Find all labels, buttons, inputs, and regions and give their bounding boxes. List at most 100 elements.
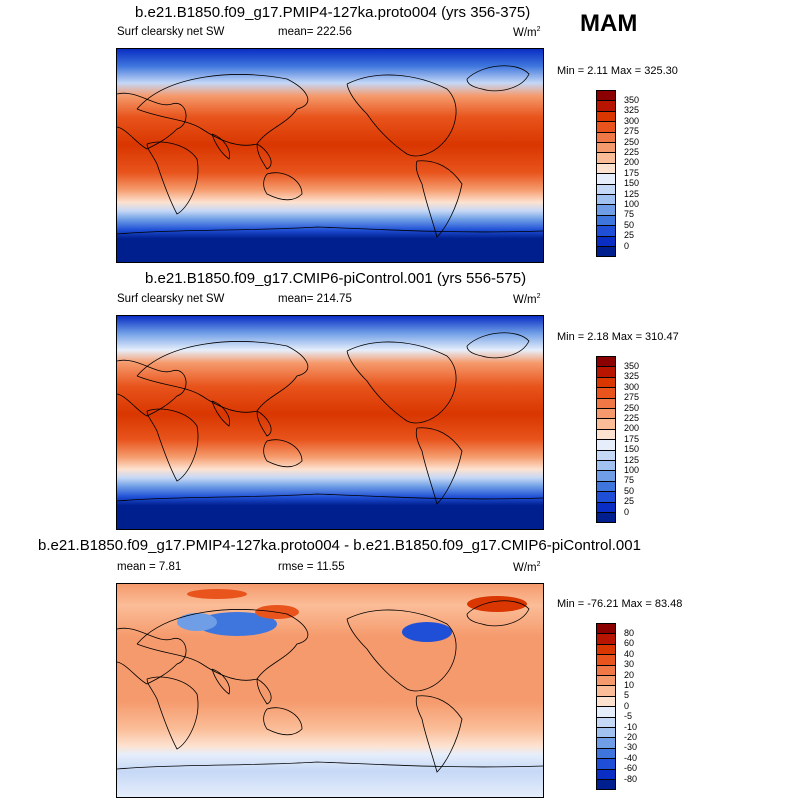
colorbar-tick-label: 350 (624, 94, 640, 105)
colorbar-swatch (596, 623, 616, 635)
colorbar-swatch (596, 501, 616, 513)
colorbar-swatch (596, 142, 616, 154)
colorbar-swatch (596, 460, 616, 472)
colorbar-tick-label: 350 (624, 360, 640, 371)
colorbar-tick-label: 0 (624, 700, 630, 711)
colorbar-swatch (596, 225, 616, 237)
colorbar-swatch (596, 643, 616, 656)
colorbar-swatch (596, 706, 616, 718)
colorbar-swatch (596, 100, 616, 112)
panel-2-coastlines (117, 332, 543, 505)
panel-3-rmse-label: rmse = 11.55 (278, 561, 345, 573)
colorbar-tick-label: -60 (624, 763, 638, 774)
panel-3-coastlines (117, 600, 543, 773)
colorbar-tick-label: 75 (624, 475, 635, 486)
colorbar-tick-label: 0 (624, 240, 630, 251)
colorbar-tick-label: -80 (624, 773, 638, 784)
colorbar-tick-label: 100 (624, 198, 640, 209)
colorbar-tick-label: 200 (624, 157, 640, 168)
colorbar-swatch (596, 654, 616, 666)
colorbar-tick-label: -30 (624, 742, 638, 753)
colorbar-swatch (596, 356, 616, 368)
panel-2-minmax: Min = 2.18 Max = 310.47 (557, 331, 679, 343)
panel-3-map (116, 583, 544, 798)
colorbar-tick-label: 250 (624, 402, 640, 413)
colorbar-tick-label: 150 (624, 178, 640, 189)
panel-1-minmax: Min = 2.11 Max = 325.30 (557, 65, 678, 77)
colorbar-tick-label: 325 (624, 105, 640, 116)
colorbar-tick-label: 25 (624, 496, 635, 507)
colorbar-tick-label: 5 (624, 690, 630, 701)
colorbar-swatch (596, 491, 616, 503)
panel-3-mean-label: mean = 7.81 (117, 561, 182, 573)
colorbar-tick-label: -20 (624, 731, 638, 742)
colorbar-tick-label: 175 (624, 433, 640, 444)
colorbar-tick-label: 125 (624, 188, 640, 199)
colorbar-tick-label: -5 (624, 711, 633, 722)
colorbar-tick-label: 60 (624, 638, 635, 649)
colorbar-swatch (596, 152, 616, 164)
panel-2-mean-label: mean= 214.75 (278, 293, 352, 305)
colorbar-tick-label: 275 (624, 392, 640, 403)
colorbar-tick-label: 125 (624, 454, 640, 465)
colorbar-swatch (596, 633, 616, 645)
panel-1-title: b.e21.B1850.f09_g17.PMIP4-127ka.proto004… (135, 4, 531, 21)
colorbar-swatch (596, 439, 616, 451)
panel-1-map-svg (117, 49, 543, 262)
colorbar-tick-label: 300 (624, 115, 640, 126)
colorbar-swatch (596, 121, 616, 133)
colorbar-swatch (596, 727, 616, 739)
colorbar-swatch (596, 162, 616, 175)
panel-3-units: W/m2 (513, 561, 541, 574)
colorbar-tick-label: 50 (624, 219, 635, 230)
colorbar-swatch (596, 204, 616, 216)
colorbar-swatch (596, 235, 616, 247)
colorbar-swatch (596, 418, 616, 430)
colorbar-tick-label: 275 (624, 126, 640, 137)
colorbar-swatch (596, 675, 616, 687)
colorbar-tick-label: 325 (624, 371, 640, 382)
colorbar-swatch (596, 480, 616, 493)
panel-2-units: W/m2 (513, 293, 541, 306)
colorbar-tick-label: 200 (624, 423, 640, 434)
colorbar-tick-label: 100 (624, 464, 640, 475)
colorbar-swatch (596, 664, 616, 676)
colorbar-tick-label: 40 (624, 648, 635, 659)
colorbar-swatch (596, 716, 616, 728)
colorbar-tick-label: 0 (624, 506, 630, 517)
panel-1-field-label: Surf clearsky net SW (117, 26, 225, 38)
season-label: MAM (580, 10, 638, 37)
panel-3-map-svg (117, 584, 543, 797)
colorbar-swatch (596, 737, 616, 749)
colorbar-swatch (596, 90, 616, 102)
colorbar-tick-label: 75 (624, 209, 635, 220)
colorbar-swatch (596, 183, 616, 195)
panel-1-map (116, 48, 544, 263)
panel-2-field-label: Surf clearsky net SW (117, 293, 225, 305)
colorbar-swatch (596, 768, 616, 780)
colorbar-tick-label: 225 (624, 412, 640, 423)
colorbar-swatch (596, 366, 616, 378)
colorbar-swatch (596, 449, 616, 461)
colorbar-swatch (596, 214, 616, 227)
colorbar-tick-label: 10 (624, 679, 635, 690)
colorbar-swatch (596, 246, 616, 258)
colorbar-swatch (596, 428, 616, 441)
panel-1-coastlines (117, 65, 543, 238)
panel-2-title: b.e21.B1850.f09_g17.CMIP6-piControl.001 … (145, 270, 527, 287)
colorbar-swatch (596, 470, 616, 482)
panel-3-title: b.e21.B1850.f09_g17.PMIP4-127ka.proto004… (38, 537, 641, 554)
colorbar-swatch (596, 747, 616, 760)
panel-2-map-svg (117, 316, 543, 529)
colorbar-swatch (596, 779, 616, 791)
panel-3-minmax: Min = -76.21 Max = 83.48 (557, 598, 683, 610)
colorbar-tick-label: 50 (624, 485, 635, 496)
colorbar-swatch (596, 685, 616, 697)
colorbar-swatch (596, 173, 616, 185)
colorbar-tick-label: -40 (624, 752, 638, 763)
colorbar-swatch (596, 387, 616, 399)
panel-2-map (116, 315, 544, 530)
colorbar-swatch (596, 397, 616, 409)
colorbar-swatch (596, 408, 616, 420)
colorbar-swatch (596, 512, 616, 524)
